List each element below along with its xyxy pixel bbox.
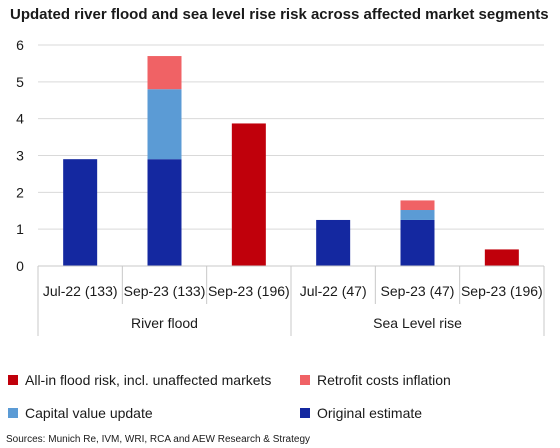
x-tick-label: Sep-23 (47) bbox=[381, 283, 455, 299]
legend-label: Retrofit costs inflation bbox=[317, 372, 451, 388]
legend-label: All-in flood risk, incl. unaffected mark… bbox=[25, 372, 271, 388]
bar-segment bbox=[231, 123, 266, 266]
x-tick-label: Jul-22 (133) bbox=[43, 283, 118, 299]
x-group-label: Sea Level rise bbox=[373, 315, 462, 331]
y-axis: 0 1 2 3 4 5 6 bbox=[16, 37, 24, 274]
y-tick-label: 0 bbox=[16, 258, 24, 274]
legend-swatch bbox=[8, 408, 18, 418]
x-group-label: River flood bbox=[131, 315, 198, 331]
x-axis: Jul-22 (133) Sep-23 (133) Sep-23 (196) Jul-… bbox=[37, 265, 545, 336]
chart-title: Updated river flood and sea level rise r… bbox=[10, 6, 549, 23]
bar-segment bbox=[316, 219, 351, 266]
x-tick-label: Sep-23 (133) bbox=[124, 283, 206, 299]
bar-segment bbox=[147, 56, 182, 90]
legend-swatch bbox=[8, 375, 18, 385]
bar-segment bbox=[147, 89, 182, 160]
legend-label: Capital value update bbox=[25, 405, 153, 421]
source-note: Sources: Munich Re, IVM, WRI, RCA and AE… bbox=[6, 434, 310, 445]
bar-segment bbox=[63, 159, 98, 266]
y-tick-label: 6 bbox=[16, 37, 24, 53]
gridlines bbox=[38, 44, 544, 230]
bar-segment bbox=[400, 210, 435, 220]
bar-segment bbox=[400, 200, 435, 211]
bar-segment bbox=[484, 249, 519, 266]
bar-segment bbox=[400, 219, 435, 266]
y-tick-label: 2 bbox=[16, 184, 24, 200]
x-tick-label: Jul-22 (47) bbox=[300, 283, 367, 299]
legend-label: Original estimate bbox=[317, 405, 422, 421]
y-tick-label: 3 bbox=[16, 148, 24, 164]
legend-swatch bbox=[300, 375, 310, 385]
legend: All-in flood risk, incl. unaffected mark… bbox=[8, 372, 451, 421]
legend-swatch bbox=[300, 408, 310, 418]
y-tick-label: 1 bbox=[16, 221, 24, 237]
y-tick-label: 5 bbox=[16, 74, 24, 90]
x-tick-label: Sep-23 (196) bbox=[461, 283, 543, 299]
plot-area bbox=[63, 56, 519, 266]
y-tick-label: 4 bbox=[16, 111, 24, 127]
x-tick-label: Sep-23 (196) bbox=[208, 283, 290, 299]
bar-segment bbox=[147, 159, 182, 266]
